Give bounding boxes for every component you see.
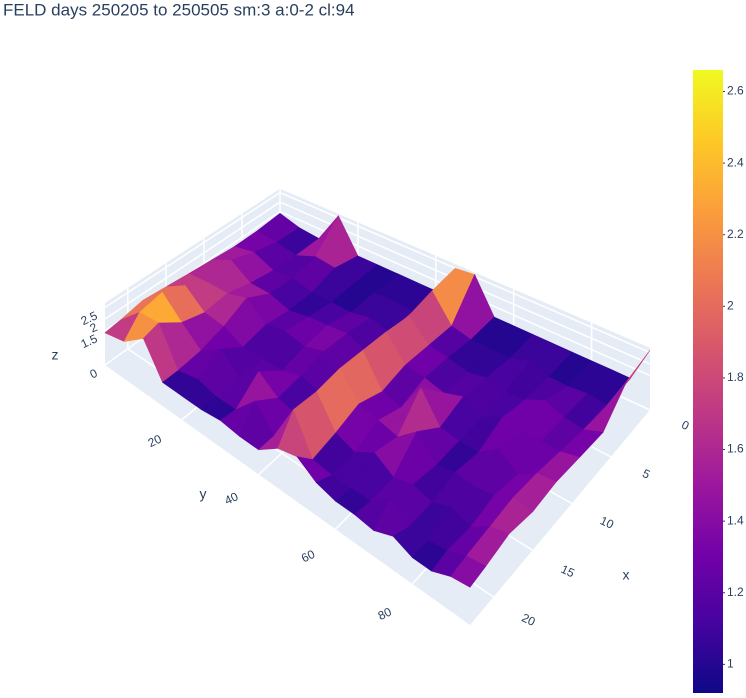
colorbar-tick-label: 1.2	[727, 585, 744, 599]
colorbar-tick-label: 1.8	[727, 370, 744, 384]
surface-cell	[450, 555, 487, 588]
z-tick-label: 0	[88, 366, 100, 382]
y-tick-label: 80	[376, 604, 394, 622]
z-tick-label: 1.5	[79, 331, 100, 351]
colorbar-tick-label: 2	[727, 298, 734, 312]
x-axis-title: x	[623, 567, 630, 583]
colorbar	[693, 70, 723, 693]
z-tick-label: 2.5	[79, 308, 100, 328]
colorbar-tick-label: 2.2	[727, 227, 744, 241]
y-tick-label: 60	[299, 547, 317, 565]
x-tick-label: 0	[679, 418, 691, 434]
y-tick-label: 20	[146, 432, 164, 450]
z-grid-line	[104, 201, 281, 320]
colorbar-tick-label: 1	[727, 657, 734, 671]
z-grid-line	[104, 191, 281, 309]
x-tick-label: 15	[559, 562, 577, 580]
z-axis-title: z	[52, 347, 59, 363]
colorbar-tick-label: 1.6	[727, 442, 744, 456]
chart-title: FELD days 250205 to 250505 sm:3 a:0-2 cl…	[3, 0, 355, 19]
colorbar-tick-label: 1.4	[727, 513, 744, 527]
x-tick-label: 20	[519, 611, 537, 629]
x-tick-label: 10	[598, 513, 616, 531]
colorbar-tick-label: 2.4	[727, 155, 744, 169]
x-tick-label: 5	[640, 466, 652, 482]
y-tick-label: 40	[222, 489, 240, 507]
y-axis-title: y	[200, 486, 207, 502]
colorbar-tick-label: 2.6	[727, 84, 744, 98]
